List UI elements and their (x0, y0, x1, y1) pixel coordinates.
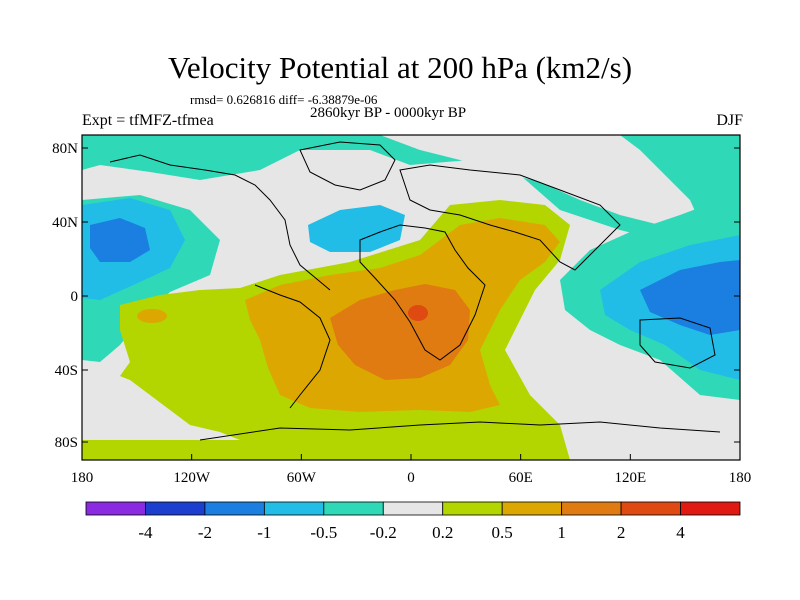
experiment-label: Expt = tfMFZ-tfmea (82, 112, 214, 129)
colorbar-label: 0.2 (432, 523, 453, 542)
x-tick-label: 60E (509, 470, 533, 486)
x-tick-label: 180 (71, 470, 94, 486)
colorbar-swatch (145, 501, 206, 516)
period-label: 2860kyr BP - 0000kyr BP (310, 105, 467, 121)
colorbar-swatch (680, 501, 741, 516)
colorbar-label: -4 (138, 523, 153, 542)
colorbar-label: 1 (557, 523, 566, 542)
x-tick-label: 60W (287, 470, 317, 486)
colorbar-label: 4 (676, 523, 685, 542)
y-tick-label: 40N (52, 215, 78, 231)
season-label: DJF (716, 112, 743, 129)
map-title: Velocity Potential at 200 hPa (km2/s) (167, 50, 633, 85)
y-tick-label: 0 (71, 289, 79, 305)
y-tick-label: 40S (55, 363, 78, 379)
x-tick-label: 120E (614, 470, 646, 486)
colorbar-swatch (620, 501, 681, 516)
colorbar-swatch (382, 501, 444, 516)
colorbar-label: -2 (198, 523, 212, 542)
x-tick-label: 0 (407, 470, 415, 486)
colorbar-swatch (561, 501, 622, 516)
colorbar-swatch (442, 501, 503, 516)
colorbar-label: 0.5 (492, 523, 513, 542)
x-tick-label: 180 (729, 470, 752, 486)
y-tick-label: 80N (52, 141, 78, 157)
colorbar-label: -0.5 (310, 523, 337, 542)
y-tick-label: 80S (55, 435, 78, 451)
colorbar-swatch (204, 501, 265, 516)
contour-field (82, 135, 740, 460)
colorbar: -4 -2 -1 -0.5 -0.2 0.2 0.5 1 2 4 (85, 501, 741, 542)
coastlines (109, 141, 721, 441)
stats-text: rmsd= 0.626816 diff= -6.38879e-06 (190, 92, 378, 107)
colorbar-swatch (501, 501, 563, 516)
colorbar-swatch (85, 501, 146, 516)
x-axis: 180 120W 60W 0 60E 120E 180 (71, 454, 752, 486)
colorbar-label: -1 (257, 523, 271, 542)
colorbar-label: 2 (617, 523, 626, 542)
y-axis: 80N 40N 0 40S 80S (52, 141, 740, 451)
colorbar-swatch (323, 501, 384, 516)
colorbar-swatch (263, 501, 325, 516)
colorbar-label: -0.2 (370, 523, 397, 542)
x-tick-label: 120W (173, 470, 211, 486)
